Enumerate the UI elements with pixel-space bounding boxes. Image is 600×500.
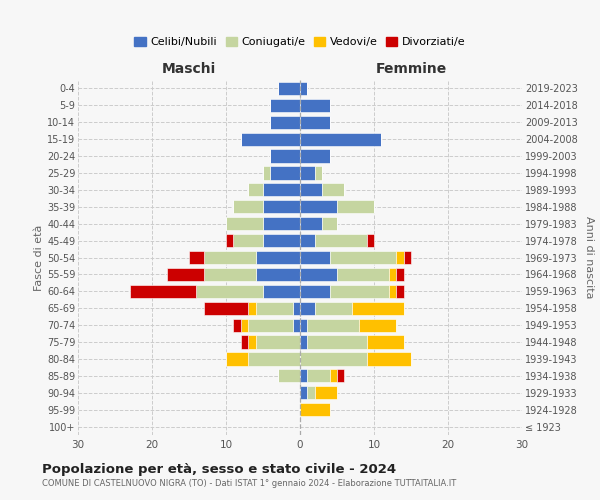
- Bar: [196, 284, 263, 298]
- Bar: [248, 318, 293, 332]
- Bar: [300, 116, 329, 129]
- Bar: [300, 352, 367, 366]
- Bar: [322, 217, 337, 230]
- Bar: [367, 234, 374, 247]
- Bar: [233, 318, 241, 332]
- Bar: [300, 184, 322, 196]
- Bar: [271, 150, 300, 162]
- Bar: [226, 352, 248, 366]
- Bar: [204, 302, 248, 315]
- Bar: [256, 336, 300, 348]
- Bar: [389, 268, 396, 281]
- Bar: [233, 200, 263, 213]
- Bar: [263, 184, 300, 196]
- Bar: [315, 386, 337, 400]
- Bar: [278, 82, 300, 95]
- Bar: [271, 99, 300, 112]
- Bar: [315, 166, 322, 179]
- Bar: [241, 318, 248, 332]
- Bar: [300, 336, 307, 348]
- Bar: [300, 99, 329, 112]
- Text: COMUNE DI CASTELNUOVO NIGRA (TO) - Dati ISTAT 1° gennaio 2024 - Elaborazione TUT: COMUNE DI CASTELNUOVO NIGRA (TO) - Dati …: [42, 479, 456, 488]
- Y-axis label: Anni di nascita: Anni di nascita: [584, 216, 595, 298]
- Bar: [300, 251, 329, 264]
- Bar: [322, 184, 344, 196]
- Bar: [307, 386, 315, 400]
- Bar: [367, 336, 404, 348]
- Bar: [300, 82, 307, 95]
- Bar: [241, 336, 248, 348]
- Bar: [263, 217, 300, 230]
- Bar: [248, 302, 256, 315]
- Bar: [307, 336, 367, 348]
- Bar: [271, 116, 300, 129]
- Y-axis label: Fasce di età: Fasce di età: [34, 224, 44, 290]
- Bar: [248, 352, 300, 366]
- Legend: Celibi/Nubili, Coniugati/e, Vedovi/e, Divorziati/e: Celibi/Nubili, Coniugati/e, Vedovi/e, Di…: [130, 32, 470, 52]
- Bar: [359, 318, 396, 332]
- Bar: [329, 251, 396, 264]
- Bar: [329, 369, 337, 382]
- Bar: [204, 251, 256, 264]
- Bar: [167, 268, 204, 281]
- Bar: [233, 234, 263, 247]
- Bar: [278, 369, 300, 382]
- Bar: [226, 234, 233, 247]
- Bar: [396, 268, 404, 281]
- Bar: [307, 318, 359, 332]
- Bar: [189, 251, 204, 264]
- Bar: [204, 268, 256, 281]
- Bar: [300, 284, 329, 298]
- Text: Femmine: Femmine: [376, 62, 446, 76]
- Bar: [300, 386, 307, 400]
- Bar: [329, 284, 389, 298]
- Bar: [300, 268, 337, 281]
- Bar: [300, 132, 382, 146]
- Bar: [396, 251, 404, 264]
- Bar: [248, 336, 256, 348]
- Bar: [337, 369, 344, 382]
- Bar: [226, 217, 263, 230]
- Bar: [315, 302, 352, 315]
- Bar: [300, 403, 329, 416]
- Bar: [367, 352, 411, 366]
- Bar: [404, 251, 411, 264]
- Bar: [337, 268, 389, 281]
- Bar: [396, 284, 404, 298]
- Bar: [293, 302, 300, 315]
- Bar: [300, 302, 315, 315]
- Bar: [293, 318, 300, 332]
- Text: Popolazione per età, sesso e stato civile - 2024: Popolazione per età, sesso e stato civil…: [42, 462, 396, 475]
- Bar: [315, 234, 367, 247]
- Bar: [263, 234, 300, 247]
- Bar: [256, 268, 300, 281]
- Bar: [300, 200, 337, 213]
- Bar: [300, 166, 315, 179]
- Bar: [248, 184, 263, 196]
- Bar: [263, 200, 300, 213]
- Bar: [352, 302, 404, 315]
- Bar: [263, 166, 271, 179]
- Bar: [241, 132, 300, 146]
- Bar: [300, 217, 322, 230]
- Bar: [300, 150, 329, 162]
- Bar: [256, 302, 293, 315]
- Bar: [130, 284, 196, 298]
- Text: Maschi: Maschi: [162, 62, 216, 76]
- Bar: [389, 284, 396, 298]
- Bar: [300, 234, 315, 247]
- Bar: [300, 369, 307, 382]
- Bar: [256, 251, 300, 264]
- Bar: [307, 369, 329, 382]
- Bar: [337, 200, 374, 213]
- Bar: [263, 284, 300, 298]
- Bar: [271, 166, 300, 179]
- Bar: [300, 318, 307, 332]
